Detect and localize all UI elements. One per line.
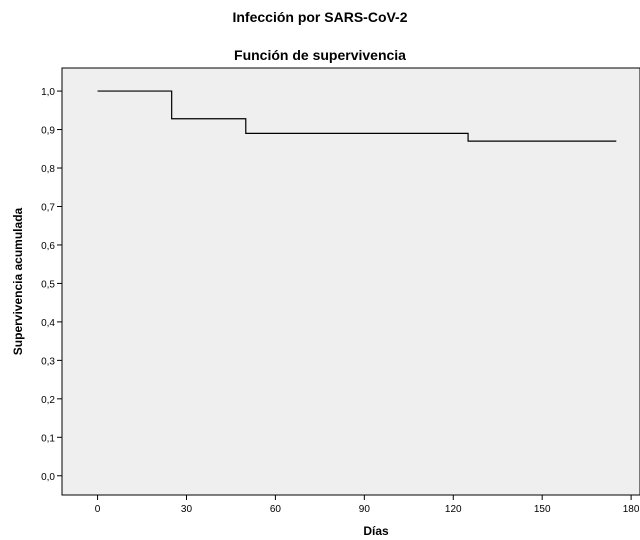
- y-tick-label: 0,6: [41, 241, 55, 252]
- y-tick-label: 0,4: [41, 318, 55, 329]
- y-tick-label: 0,2: [41, 395, 55, 406]
- y-axis-label: Supervivencia acumulada: [11, 207, 25, 355]
- y-tick-label: 0,7: [41, 202, 55, 213]
- x-tick-label: 0: [95, 504, 101, 515]
- survival-step-line: [97, 90, 617, 142]
- y-tick-label: 1,0: [41, 87, 55, 98]
- x-axis-label: Días: [363, 524, 389, 538]
- y-tick-label: 0,0: [41, 472, 55, 483]
- y-tick-label: 0,9: [41, 126, 55, 137]
- x-tick-label: 120: [445, 504, 462, 515]
- x-tick-label: 150: [534, 504, 551, 515]
- y-tick-label: 0,5: [41, 279, 55, 290]
- x-tick-label: 30: [181, 504, 193, 515]
- y-tick-label: 0,3: [41, 356, 55, 367]
- y-axis-ticks: 0,0 0,1 0,2 0,3 0,4 0,5 0,6 0,7 0,8 0,9 1,0: [41, 87, 62, 483]
- x-tick-label: 60: [270, 504, 282, 515]
- y-tick-label: 0,1: [41, 433, 55, 444]
- chart-title: Función de supervivencia: [234, 47, 406, 63]
- x-tick-label: 90: [359, 504, 371, 515]
- y-tick-label: 0,8: [41, 164, 55, 175]
- plot-area: [61, 67, 640, 496]
- series-layer: [97, 90, 617, 142]
- figure-title: Infección por SARS-CoV-2: [232, 9, 408, 25]
- x-tick-label: 180: [623, 504, 640, 515]
- x-axis-ticks: 0 30 60 90 120 150 180: [95, 495, 640, 515]
